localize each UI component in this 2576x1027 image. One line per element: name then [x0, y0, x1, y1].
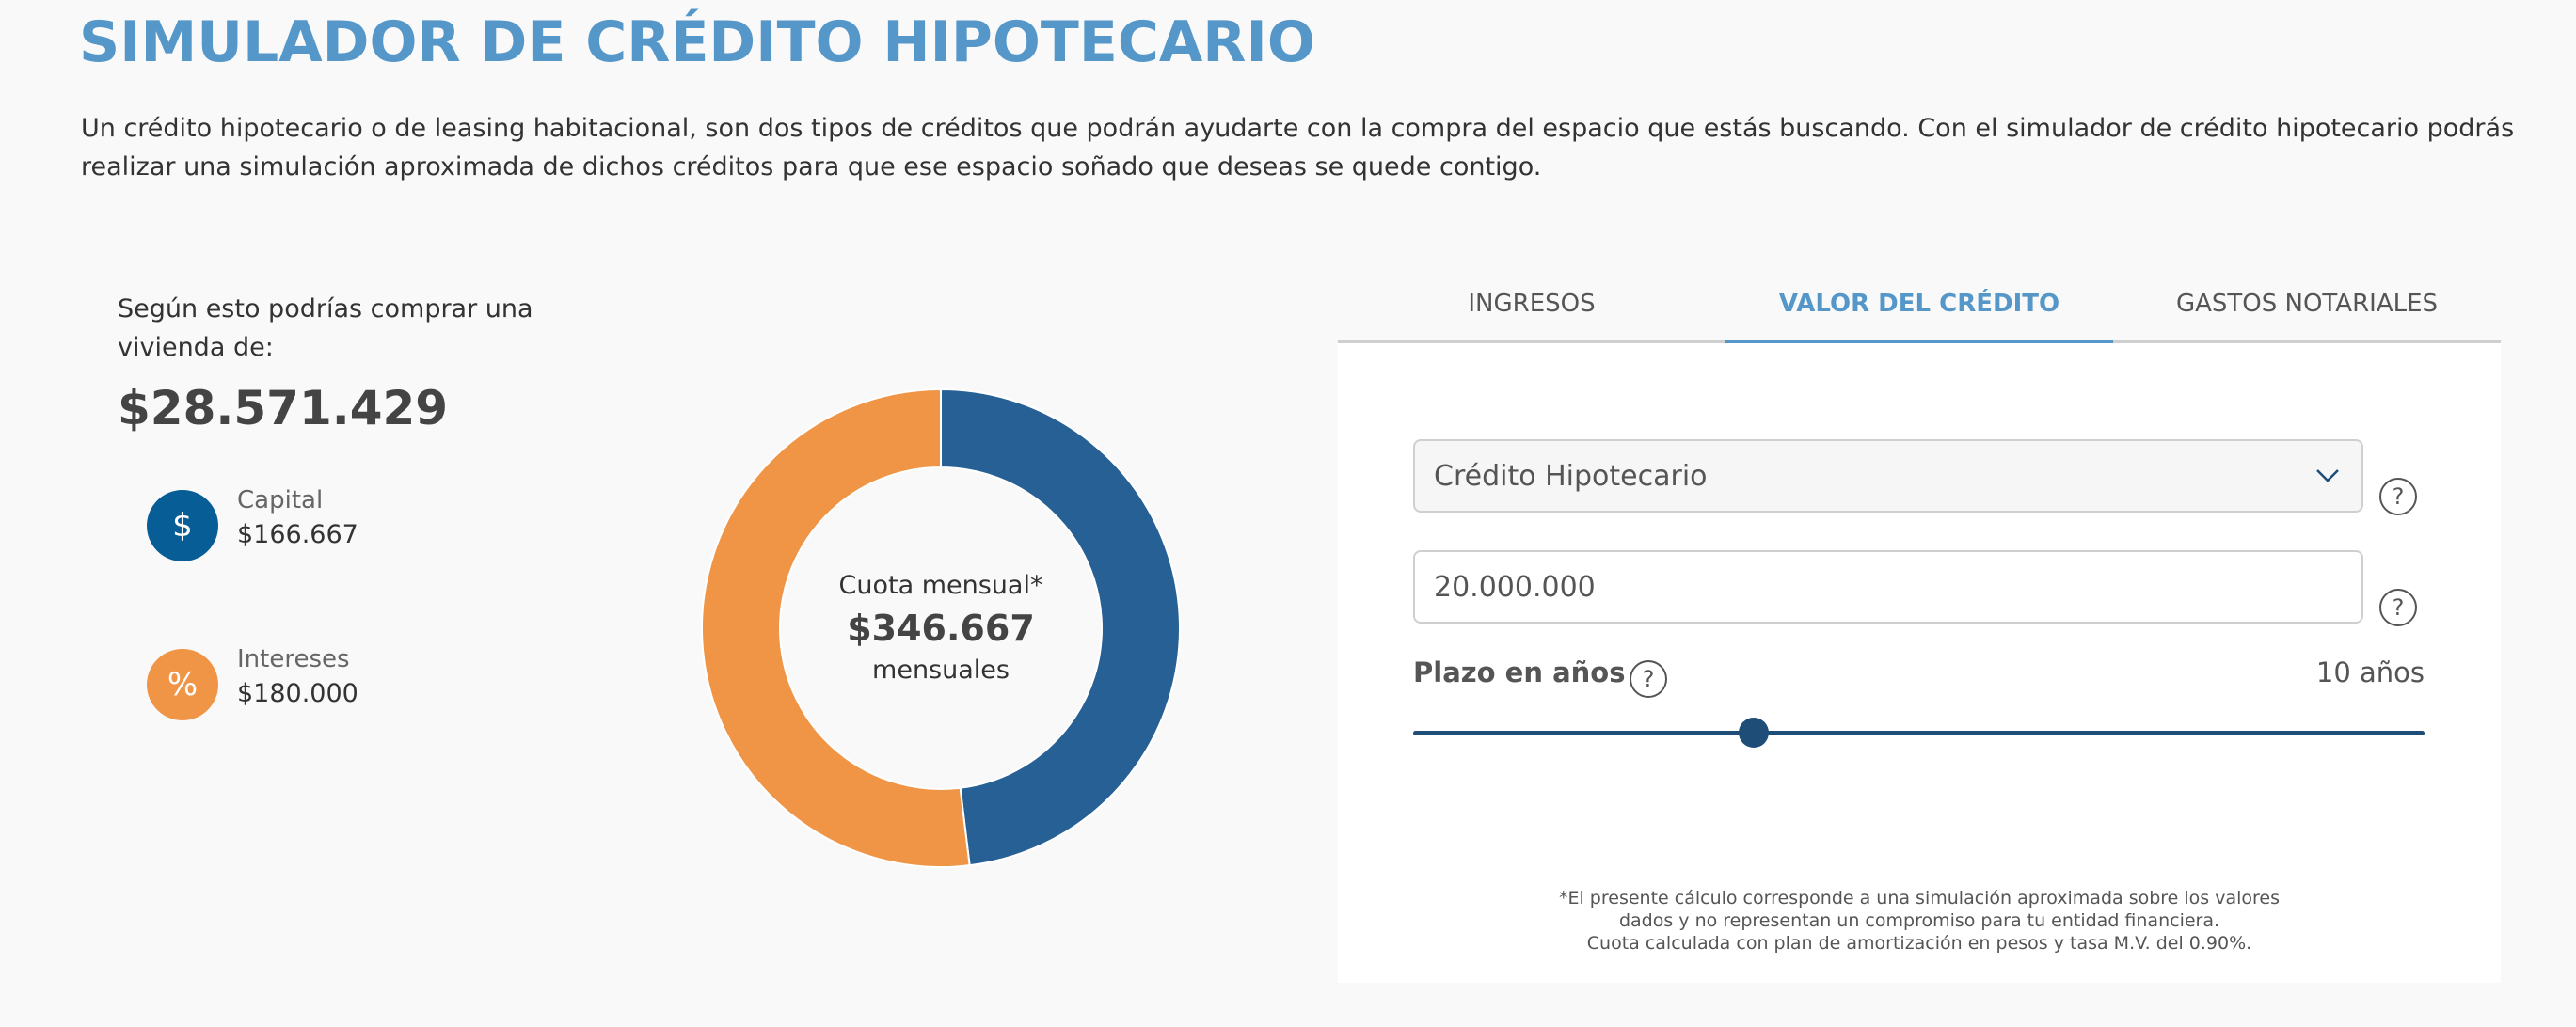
chevron-down-icon [2316, 469, 2339, 482]
credit-value-panel: Crédito Hipotecario ? 20.000.000 ? Plazo… [1338, 343, 2501, 983]
credit-type-help-icon[interactable]: ? [2379, 478, 2417, 515]
legend-intereses-value: $180.000 [237, 679, 358, 708]
purchase-total-value: $28.571.429 [118, 381, 449, 435]
purchase-heading: Según esto podrías comprar una vivienda … [118, 294, 533, 362]
donut-slice-intereses [701, 387, 971, 868]
tab-ingresos[interactable]: INGRESOS [1468, 289, 1596, 318]
term-help-icon[interactable]: ? [1630, 660, 1667, 698]
credit-type-selected-value: Crédito Hipotecario [1434, 459, 1708, 493]
legend-intereses-label: Intereses [237, 645, 350, 673]
credit-amount-value: 20.000.000 [1434, 570, 1596, 604]
legend-capital-label: Capital [237, 486, 324, 514]
credit-amount-help-icon[interactable]: ? [2379, 589, 2417, 626]
donut-center-label: Cuota mensual* [838, 571, 1043, 600]
term-slider-thumb[interactable] [1739, 718, 1769, 748]
dollar-icon: $ [147, 490, 218, 561]
term-slider-track[interactable] [1413, 731, 2425, 735]
simulator-tabs: INGRESOS VALOR DEL CRÉDITO GASTOS NOTARI… [1338, 263, 2501, 346]
donut-chart-svg [701, 387, 1181, 868]
donut-center: Cuota mensual* $346.667 mensuales [696, 384, 1185, 873]
donut-slice-capital [940, 387, 1181, 867]
disclaimer-line-3: Cuota calculada con plan de amortización… [1586, 933, 2252, 954]
tab-valor-del-credito[interactable]: VALOR DEL CRÉDITO [1725, 263, 2113, 346]
donut-center-value: $346.667 [847, 608, 1035, 649]
intro-text: Un crédito hipotecario o de leasing habi… [81, 114, 2515, 182]
legend-capital-value: $166.667 [237, 520, 358, 549]
monthly-payment-donut-chart: Cuota mensual* $346.667 mensuales [696, 384, 1185, 873]
term-value: 10 años [2315, 656, 2425, 688]
term-slider[interactable] [1413, 716, 2425, 750]
credit-type-select[interactable]: Crédito Hipotecario [1413, 439, 2363, 513]
disclaimer-line-1: *El presente cálculo corresponde a una s… [1558, 888, 2281, 908]
term-label: Plazo en años [1413, 656, 1626, 688]
credit-amount-input[interactable]: 20.000.000 [1413, 550, 2363, 624]
disclaimer-line-2: dados y no representan un compromiso par… [1618, 910, 2220, 931]
tab-gastos-notariales[interactable]: GASTOS NOTARIALES [2175, 289, 2439, 318]
disclaimer: *El presente cálculo corresponde a una s… [1338, 887, 2501, 955]
donut-center-suffix: mensuales [872, 656, 1010, 685]
page-title: SIMULADOR DE CRÉDITO HIPOTECARIO [79, 9, 1315, 75]
percent-icon: % [147, 649, 218, 720]
